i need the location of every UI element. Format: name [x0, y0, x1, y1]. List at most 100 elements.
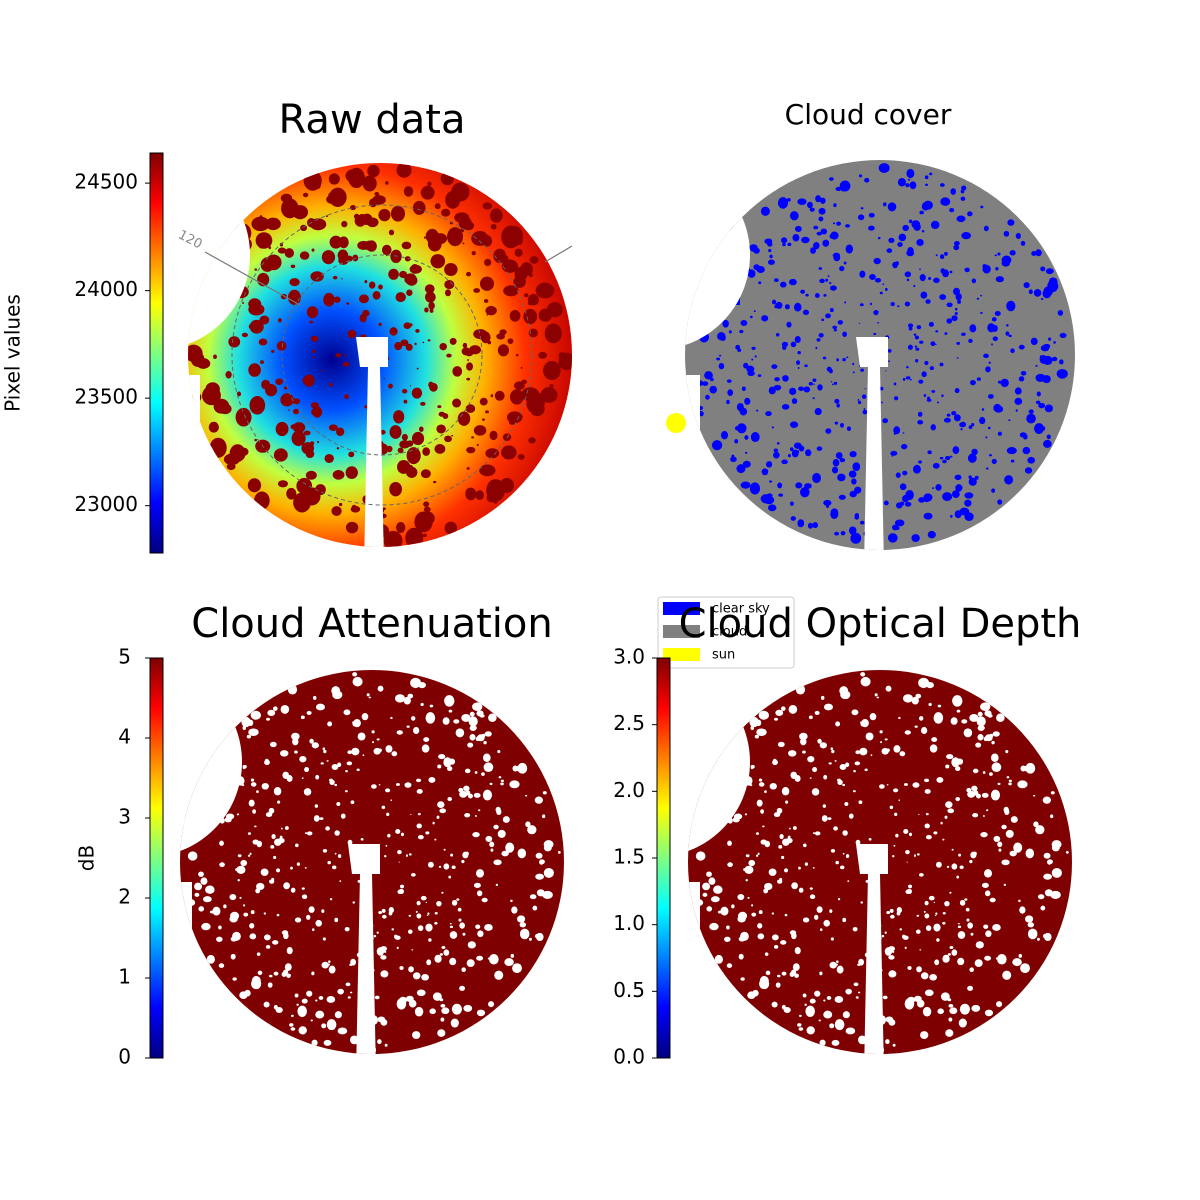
- speckle: [404, 782, 412, 788]
- speckle: [967, 985, 974, 991]
- speckle: [894, 526, 900, 531]
- speckle: [425, 923, 433, 932]
- speckle: [809, 998, 816, 1004]
- speckle: [781, 971, 787, 976]
- speckle: [889, 908, 894, 913]
- speckle: [423, 737, 430, 743]
- speckle: [955, 307, 958, 311]
- speckle: [331, 763, 339, 770]
- speckle: [1004, 475, 1014, 485]
- speckle: [985, 930, 992, 938]
- speckle: [1059, 359, 1064, 365]
- bite-mask: [688, 882, 700, 1054]
- speckle: [953, 241, 960, 246]
- speckle: [290, 866, 293, 870]
- speckle: [925, 925, 932, 931]
- speckle: [320, 762, 324, 765]
- speckle: [1031, 251, 1037, 257]
- speckle: [818, 332, 824, 338]
- speckle: [265, 217, 281, 231]
- speckle: [267, 982, 273, 988]
- speckle: [339, 880, 342, 882]
- speckle: [297, 1005, 307, 1018]
- speckle: [378, 748, 382, 752]
- speckle: [473, 288, 481, 293]
- speckle: [882, 995, 888, 1000]
- colorbar-tick-label: 24500: [74, 170, 138, 194]
- speckle: [774, 377, 780, 382]
- speckle: [882, 418, 889, 424]
- speckle: [529, 894, 537, 900]
- speckle: [472, 702, 483, 711]
- speckle: [506, 411, 523, 424]
- speckle: [428, 938, 432, 942]
- speckle: [755, 832, 760, 835]
- speckle: [849, 451, 857, 458]
- speckle: [426, 914, 429, 916]
- speckle: [919, 210, 925, 215]
- speckle: [852, 362, 855, 366]
- speckle: [738, 936, 746, 942]
- speckle: [792, 826, 797, 830]
- speckle: [859, 174, 863, 178]
- speckle: [852, 790, 856, 793]
- speckle: [509, 780, 520, 789]
- speckle: [933, 277, 940, 283]
- speckle: [860, 368, 865, 372]
- speckle: [536, 889, 545, 897]
- speckle: [906, 278, 910, 282]
- speckle: [309, 320, 313, 324]
- speckle: [893, 396, 899, 401]
- speckle: [482, 789, 493, 801]
- colorbar: [656, 657, 671, 1059]
- speckle: [1002, 970, 1012, 980]
- speckle: [815, 195, 822, 203]
- speckle: [397, 447, 404, 454]
- speckle: [543, 360, 561, 381]
- speckle: [276, 913, 280, 917]
- speckle: [925, 183, 929, 186]
- speckle: [944, 332, 948, 335]
- speckle: [869, 273, 876, 281]
- speckle: [784, 379, 787, 382]
- speckle: [300, 715, 305, 720]
- speckle: [818, 267, 823, 270]
- speckle: [930, 341, 936, 347]
- speckle: [835, 963, 838, 966]
- speckle: [437, 405, 442, 409]
- speckle: [864, 388, 866, 390]
- speckle: [260, 868, 269, 876]
- speckle: [500, 782, 504, 786]
- speckle: [990, 789, 1001, 801]
- speckle: [241, 716, 251, 728]
- speckle: [490, 848, 494, 852]
- speckle: [966, 918, 970, 922]
- speckle: [983, 736, 988, 742]
- speckle: [952, 446, 960, 455]
- speckle: [924, 778, 930, 783]
- speckle: [946, 413, 951, 417]
- speckle: [781, 855, 785, 860]
- speckle: [830, 747, 834, 751]
- speckle: [272, 940, 279, 945]
- speckle: [928, 702, 932, 707]
- speckle: [334, 1011, 342, 1019]
- speckle: [477, 930, 484, 938]
- speckle: [1051, 840, 1062, 849]
- speckle: [313, 182, 321, 190]
- speckle: [814, 990, 821, 997]
- speckle: [326, 1019, 337, 1031]
- speckle: [937, 704, 942, 708]
- speckle: [939, 254, 945, 260]
- speckle: [451, 899, 458, 906]
- speckle: [378, 910, 383, 915]
- speckle: [416, 900, 421, 906]
- speckle: [187, 851, 198, 861]
- speckle: [977, 734, 984, 741]
- speckle: [870, 754, 873, 757]
- speckle: [891, 950, 895, 954]
- speckle: [727, 389, 734, 397]
- speckle: [247, 854, 251, 857]
- speckle: [799, 1014, 802, 1017]
- speckle: [1051, 356, 1058, 362]
